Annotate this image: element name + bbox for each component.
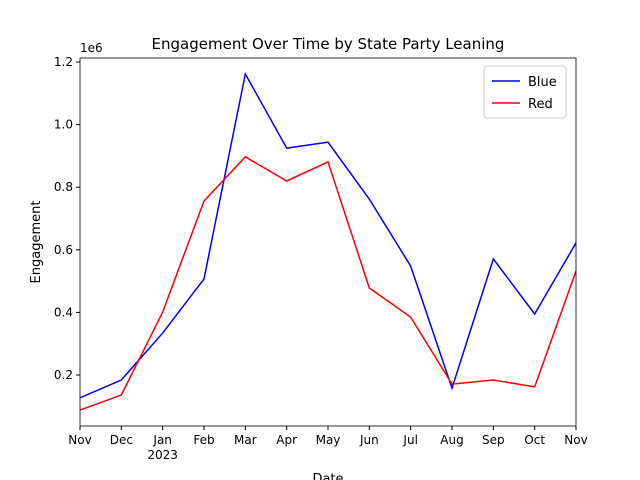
x-axis-label: Date: [312, 472, 343, 480]
legend-box: [483, 65, 567, 119]
series-line: [79, 71, 577, 399]
x-tick-label: Jan 2023: [147, 433, 178, 462]
x-tick-label: Oct: [524, 433, 545, 447]
legend: Blue Red: [483, 65, 567, 119]
legend-label: Red: [528, 97, 553, 112]
series-line: [79, 155, 577, 411]
x-tick-label: Apr: [276, 433, 297, 447]
y-tick-label: 0.4: [54, 305, 73, 319]
y-axis-label: Engagement: [29, 201, 44, 284]
y-tick-label: 0.2: [54, 368, 73, 382]
y-tick-label: 1.2: [54, 55, 73, 69]
y-tick-label: 0.8: [54, 180, 73, 194]
x-tick-label: Jul: [402, 433, 417, 447]
x-tick-label: May: [316, 433, 341, 447]
legend-label: Blue: [528, 75, 557, 90]
x-tick-label: Dec: [110, 433, 133, 447]
x-tick-label: Jun: [359, 433, 379, 447]
x-tick-label: Aug: [440, 433, 463, 447]
chart-title: Engagement Over Time by State Party Lean…: [152, 35, 505, 53]
x-tick-label: Nov: [564, 433, 587, 447]
x-tick-label: Feb: [193, 433, 214, 447]
x-tick-label: Nov: [68, 433, 91, 447]
y-tick-label: 1.0: [54, 118, 73, 132]
x-tick-label: Mar: [234, 433, 257, 447]
y-tick-label: 0.6: [54, 243, 73, 257]
plot-frame: [79, 57, 577, 427]
y-offset-label: 1e6: [80, 41, 103, 55]
x-tick-label: Sep: [482, 433, 505, 447]
